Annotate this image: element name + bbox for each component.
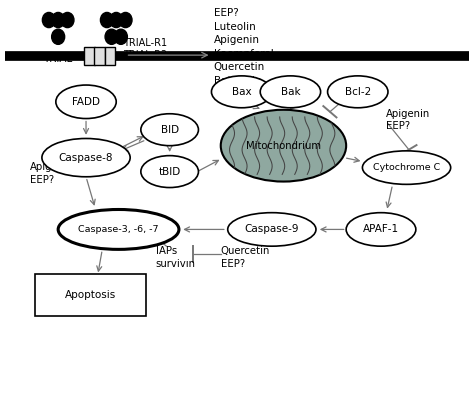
Ellipse shape [42,13,55,28]
Ellipse shape [42,138,130,177]
Ellipse shape [119,13,132,28]
Text: Apigenin
EEP?: Apigenin EEP? [30,162,74,185]
Ellipse shape [211,76,272,108]
Text: BID: BID [161,125,179,135]
Text: Apigenin
EEP?: Apigenin EEP? [386,109,430,131]
Ellipse shape [363,151,451,184]
Text: Caspase-3, -6, -7: Caspase-3, -6, -7 [78,225,159,234]
Ellipse shape [109,13,123,28]
Text: Caspase-9: Caspase-9 [245,224,299,234]
Ellipse shape [58,210,179,249]
Ellipse shape [221,110,346,182]
Text: Apoptosis: Apoptosis [65,290,116,300]
Text: Bax: Bax [232,87,252,97]
Ellipse shape [61,13,74,28]
Text: APAF-1: APAF-1 [363,224,399,234]
Ellipse shape [228,213,316,246]
Ellipse shape [328,76,388,108]
Text: TRIAL-R1
TRIAL-R2: TRIAL-R1 TRIAL-R2 [123,37,167,60]
FancyBboxPatch shape [105,47,115,65]
Ellipse shape [346,213,416,246]
Ellipse shape [141,155,199,188]
Ellipse shape [260,76,320,108]
Ellipse shape [105,29,118,44]
Text: EEP?
Luteolin
Apigenin
Kaempferol
Quercetin
Baicalein: EEP? Luteolin Apigenin Kaempferol Querce… [214,8,273,86]
Ellipse shape [56,85,116,118]
Text: TRIAL: TRIAL [44,54,73,64]
Text: Cytochrome C: Cytochrome C [373,163,440,172]
FancyBboxPatch shape [84,47,95,65]
Text: Bak: Bak [281,87,300,97]
Text: IAPs
survivın: IAPs survivın [155,246,196,269]
Ellipse shape [141,114,199,146]
Text: Quercetin
EEP?: Quercetin EEP? [221,246,270,269]
Ellipse shape [100,13,113,28]
Ellipse shape [52,13,64,28]
Text: Bcl-2: Bcl-2 [345,87,371,97]
Text: Mitochondrium: Mitochondrium [246,141,321,151]
Text: Caspase-8: Caspase-8 [59,153,113,163]
Text: tBID: tBID [158,166,181,177]
Ellipse shape [114,29,128,44]
FancyBboxPatch shape [94,47,105,65]
FancyBboxPatch shape [35,274,146,316]
Ellipse shape [52,29,64,44]
Text: FADD: FADD [72,97,100,107]
